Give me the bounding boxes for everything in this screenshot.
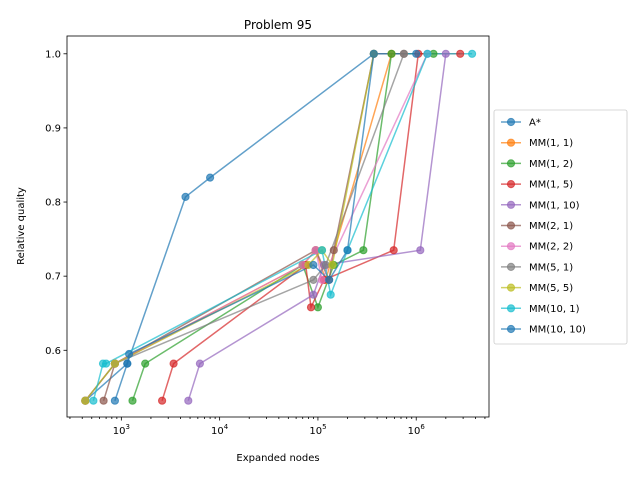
data-point-10-4 [325, 275, 334, 284]
y-axis-title: Relative quality [16, 187, 27, 265]
data-point-7-2 [309, 275, 318, 284]
plot-frame [66, 35, 490, 418]
data-point-7-4 [399, 49, 408, 58]
data-point-4-1 [195, 359, 204, 368]
legend-label: MM(5, 5) [529, 283, 573, 294]
plot-markers [81, 49, 477, 405]
data-point-9-3 [317, 246, 327, 255]
series-line-8 [84, 53, 375, 402]
data-point-10-7 [412, 49, 421, 58]
data-point-2-0 [128, 396, 137, 405]
data-point-0-3 [206, 173, 215, 182]
chart-title: Problem 95 [244, 18, 312, 32]
x-tick-label: 106 [408, 423, 426, 437]
legend-label: MM(2, 1) [529, 221, 573, 232]
legend-marker [506, 138, 516, 147]
data-point-5-0 [99, 396, 108, 405]
data-point-3-7 [456, 49, 465, 58]
data-point-9-0 [89, 396, 98, 405]
y-tick-label: 1.0 [45, 49, 61, 60]
legend-marker [506, 304, 516, 313]
data-point-8-0 [81, 396, 90, 405]
x-tick-label: 104 [211, 423, 229, 437]
series-line-2 [131, 53, 434, 401]
series-line-4 [187, 53, 447, 401]
data-point-10-3 [309, 260, 318, 270]
data-point-8-4 [328, 260, 337, 270]
data-point-2-3 [313, 303, 322, 312]
data-point-8-1 [110, 359, 120, 368]
data-point-10-0 [110, 396, 120, 405]
data-point-10-6 [369, 49, 378, 58]
data-point-3-1 [169, 359, 178, 368]
series-line-3 [161, 53, 461, 401]
y-tick-label: 0.6 [45, 346, 61, 357]
data-point-3-5 [389, 246, 398, 255]
plot-lines [84, 53, 473, 402]
y-tick-label: 0.8 [45, 198, 61, 209]
data-point-9-2 [102, 359, 111, 368]
series-line-10 [114, 53, 417, 401]
x-axis-ticks: 103 104 105 106 [69, 417, 486, 437]
data-point-4-2 [309, 290, 318, 299]
data-point-4-4 [416, 246, 425, 255]
x-tick-label: 105 [309, 423, 326, 437]
y-axis-ticks: 0.6 0.7 0.8 0.9 1.0 [45, 49, 67, 357]
data-point-4-5 [441, 49, 450, 58]
x-axis-title: Expanded nodes [236, 453, 319, 464]
legend-marker [506, 159, 516, 168]
data-point-9-6 [423, 49, 432, 58]
legend-marker [506, 262, 516, 271]
data-point-10-2 [125, 349, 134, 359]
data-point-2-5 [359, 246, 368, 255]
legend: A* MM(1, 1) MM(1, 2) MM(1, 5) MM(1, 10) MM(2,… [493, 109, 628, 345]
legend-label: MM(10, 10) [529, 325, 586, 336]
legend-label: MM(1, 10) [529, 200, 580, 211]
legend-marker [506, 283, 516, 292]
legend-label: MM(10, 1) [529, 304, 580, 315]
legend-box [493, 109, 628, 345]
legend-label: MM(1, 2) [529, 159, 573, 170]
y-tick-label: 0.7 [45, 272, 61, 283]
data-point-6-4 [317, 275, 327, 284]
legend-label: MM(1, 1) [529, 138, 573, 149]
legend-marker [506, 221, 516, 230]
legend-marker [506, 117, 516, 127]
legend-marker [506, 200, 516, 209]
series-line-0 [84, 53, 375, 402]
data-point-4-0 [184, 396, 193, 405]
data-point-9-4 [326, 290, 335, 299]
data-point-2-6 [387, 49, 396, 58]
legend-marker [506, 324, 516, 334]
legend-label: A* [529, 118, 541, 129]
series-line-1 [84, 53, 393, 402]
legend-label: MM(2, 2) [529, 242, 573, 253]
legend-marker [506, 180, 516, 189]
y-tick-label: 0.9 [45, 123, 61, 134]
data-point-2-1 [141, 359, 150, 368]
data-point-0-2 [181, 192, 190, 201]
legend-marker [506, 242, 516, 251]
data-point-10-5 [343, 246, 352, 255]
data-point-10-1 [123, 359, 132, 368]
data-point-3-0 [158, 396, 167, 405]
legend-label: MM(5, 1) [529, 262, 573, 273]
data-point-5-4 [329, 246, 338, 255]
x-tick-label: 103 [113, 423, 130, 437]
legend-label: MM(1, 5) [529, 180, 573, 191]
data-point-9-7 [468, 49, 477, 58]
data-point-3-3 [306, 303, 316, 312]
